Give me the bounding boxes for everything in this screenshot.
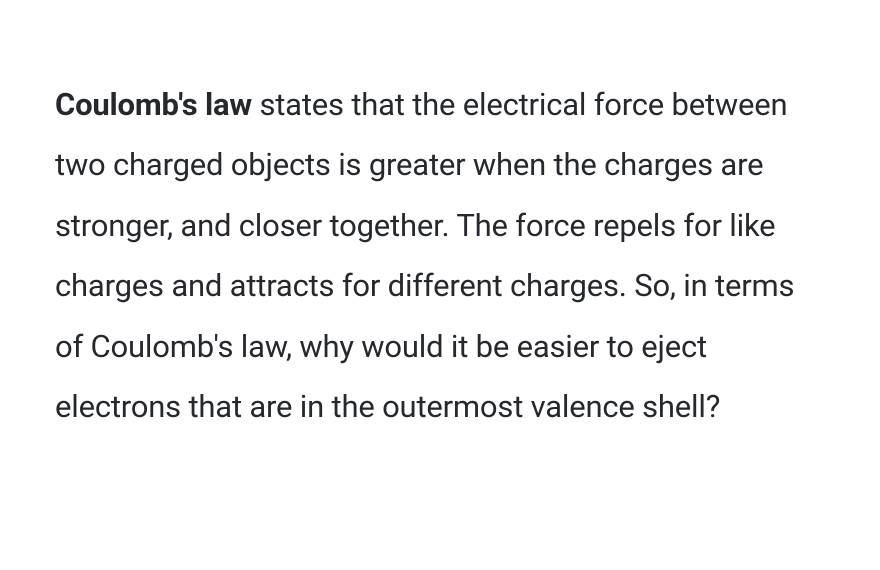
bold-term: Coulomb's law: [55, 86, 252, 123]
paragraph-text: states that the electrical force between…: [55, 86, 794, 425]
paragraph-body: Coulomb's law states that the electrical…: [55, 75, 825, 438]
